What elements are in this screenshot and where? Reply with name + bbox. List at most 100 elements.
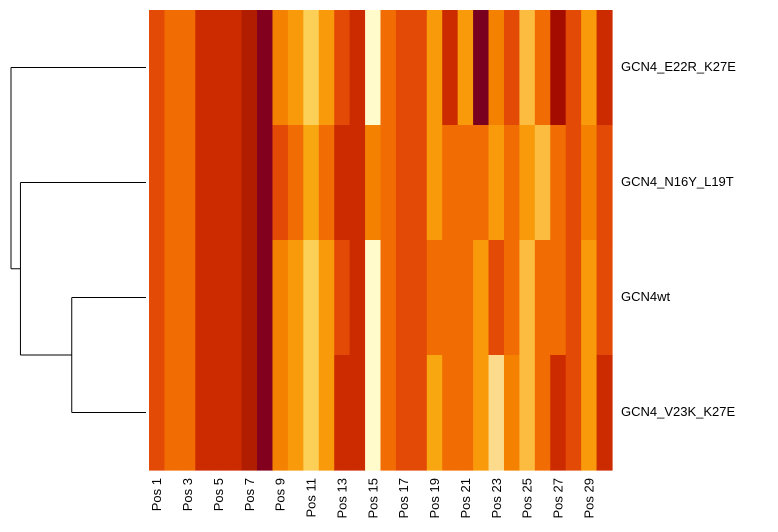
heatmap-cell [457,10,474,126]
heatmap-cell [411,125,428,241]
heatmap-cell [565,240,582,356]
heatmap-cell [195,125,212,241]
heatmap-cell [365,10,382,126]
heatmap-cell [179,125,196,241]
heatmap-cell [164,10,181,126]
heatmap-cell [226,355,243,471]
heatmap-cell [426,10,443,126]
heatmap-cell [488,355,505,471]
heatmap-cell [519,10,536,126]
heatmap-cell [241,240,258,356]
heatmap-cell [334,10,351,126]
heatmap-cell [380,125,397,241]
column-label: Pos 3 [180,478,195,511]
heatmap-cell [210,10,227,126]
heatmap-cell [550,355,567,471]
row-labels: GCN4_E22R_K27E GCN4_N16Y_L19T GCN4wt GCN4_V… [621,59,736,419]
heatmap-cell [457,125,474,241]
heatmap-cell [565,10,582,126]
heatmap-cell [565,125,582,241]
heatmap-cell [257,355,274,471]
heatmap-cells [149,10,613,471]
column-label: Pos 5 [211,478,226,511]
heatmap-cell [550,240,567,356]
heatmap-cell [303,240,320,356]
column-label: Pos 23 [489,478,504,518]
heatmap-cell [426,240,443,356]
heatmap-cell [318,355,335,471]
heatmap-cell [488,125,505,241]
heatmap-cell [241,10,258,126]
heatmap-cell [349,240,366,356]
column-label: Pos 13 [334,478,349,518]
heatmap-cell [596,240,613,356]
heatmap-cell [442,240,459,356]
column-label: Pos 7 [242,478,257,511]
heatmap-cell [272,10,289,126]
heatmap-cell [534,240,551,356]
heatmap-cell [257,125,274,241]
heatmap-cell [442,125,459,241]
heatmap-cell [318,125,335,241]
heatmap-cell [596,125,613,241]
heatmap-cell [581,240,598,356]
heatmap-cell [287,240,304,356]
heatmap-cell [473,240,490,356]
heatmap-cell [503,355,520,471]
heatmap-cell [149,355,166,471]
row-dendrogram [10,67,146,413]
heatmap-cell [272,125,289,241]
column-label: Pos 11 [304,478,319,518]
heatmap-cell [272,240,289,356]
heatmap-cell [149,10,166,126]
heatmap-cell [550,125,567,241]
heatmap-cell [411,240,428,356]
column-label: Pos 21 [458,478,473,518]
heatmap-cell [226,125,243,241]
heatmap-cell [550,10,567,126]
column-label: Pos 29 [581,478,596,518]
heatmap-cell [179,10,196,126]
heatmap-cell [488,10,505,126]
heatmap-cell [303,10,320,126]
heatmap-cell [226,240,243,356]
heatmap-cell [365,125,382,241]
heatmap-cell [411,10,428,126]
column-label: Pos 1 [149,478,164,511]
heatmap-cell [519,125,536,241]
heatmap-cell [303,355,320,471]
heatmap-cell [596,10,613,126]
heatmap-cell [164,240,181,356]
heatmap-cell [334,125,351,241]
heatmap-cell [164,125,181,241]
row-label: GCN4_E22R_K27E [621,59,736,74]
heatmap-cell [457,240,474,356]
heatmap-cell [565,355,582,471]
heatmap-cell [581,125,598,241]
heatmap-cell [426,125,443,241]
column-label: Pos 17 [396,478,411,518]
heatmap-cell [272,355,289,471]
heatmap-cell [534,125,551,241]
heatmap-cell [349,125,366,241]
heatmap-cell [442,355,459,471]
heatmap-cell [380,240,397,356]
heatmap-cell [442,10,459,126]
row-label: GCN4_N16Y_L19T [621,174,734,189]
heatmap-cell [503,125,520,241]
heatmap-cell [380,355,397,471]
heatmap-cell [318,10,335,126]
column-label: Pos 9 [273,478,288,511]
heatmap-cell [365,240,382,356]
heatmap-cell [596,355,613,471]
column-label: Pos 15 [365,478,380,518]
heatmap-cell [287,355,304,471]
heatmap-cell [334,240,351,356]
heatmap-cell [473,355,490,471]
column-labels: Pos 1 Pos 3 Pos 5 Pos 7 Pos 9 Pos 11 Pos 13 Pos… [149,478,596,518]
heatmap-cell [241,355,258,471]
heatmap-cell [395,355,412,471]
heatmap-cell [210,240,227,356]
heatmap-cell [149,240,166,356]
